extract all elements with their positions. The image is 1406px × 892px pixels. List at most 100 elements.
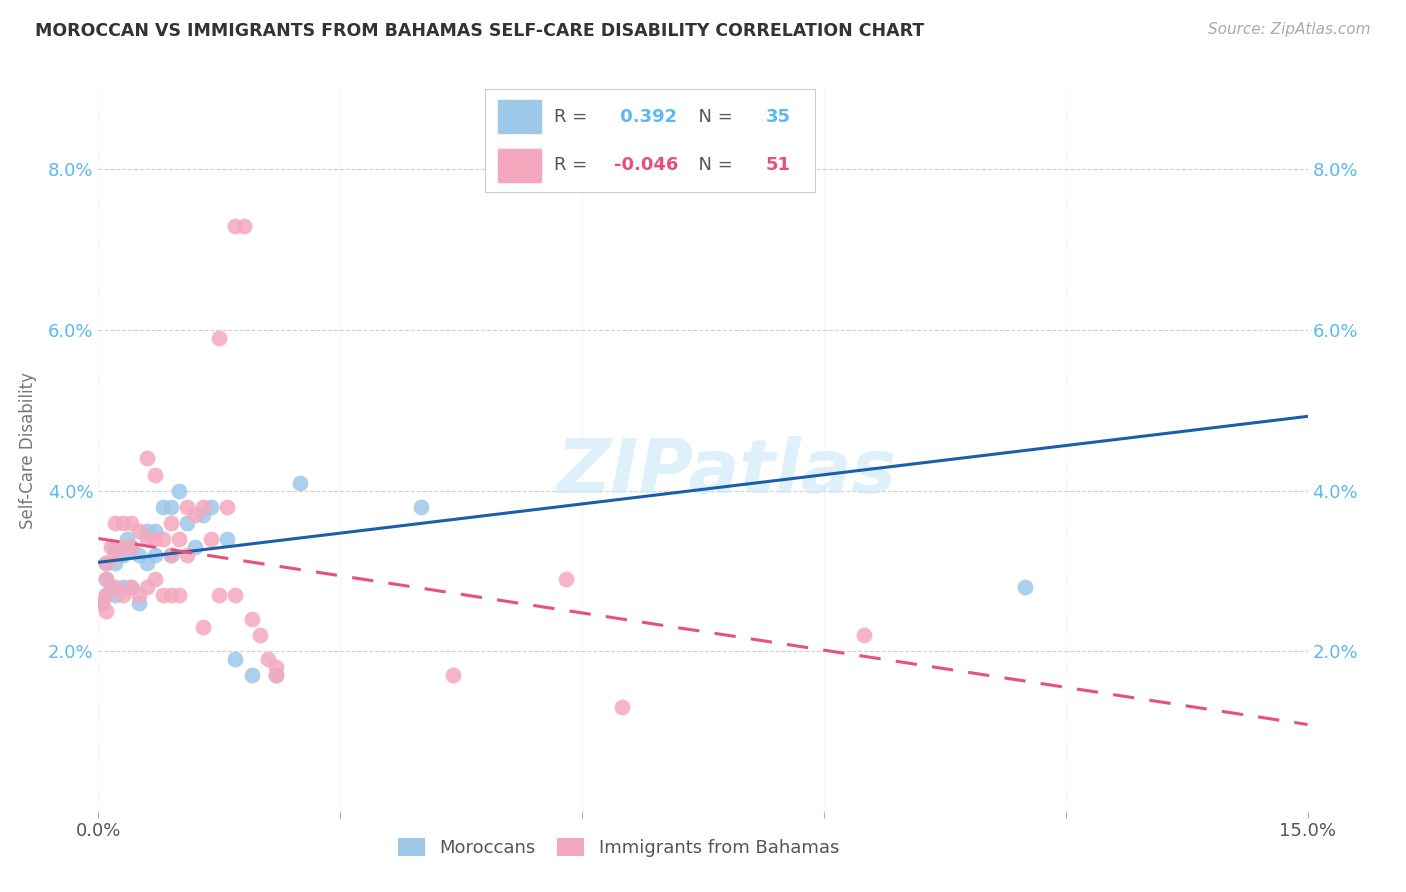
Point xyxy=(612,700,634,714)
Point xyxy=(143,524,166,538)
Point xyxy=(143,548,166,562)
Point xyxy=(120,540,142,554)
Point xyxy=(176,516,198,530)
Point xyxy=(264,668,287,682)
Point xyxy=(96,556,118,570)
Point xyxy=(193,620,215,634)
Point xyxy=(103,540,125,554)
Point xyxy=(91,596,114,610)
Point xyxy=(224,219,246,233)
Point xyxy=(264,668,287,682)
Point xyxy=(128,548,150,562)
Point xyxy=(160,588,183,602)
Point xyxy=(100,580,122,594)
Point xyxy=(160,500,183,514)
Point xyxy=(96,588,118,602)
Bar xyxy=(498,149,541,181)
Point xyxy=(96,572,118,586)
Point xyxy=(152,588,174,602)
Text: 35: 35 xyxy=(766,108,792,126)
Point xyxy=(224,652,246,666)
Point xyxy=(184,540,207,554)
Text: N =: N = xyxy=(686,156,738,174)
Point xyxy=(256,652,278,666)
Point xyxy=(103,556,125,570)
Point xyxy=(160,548,183,562)
Point xyxy=(232,219,254,233)
Point xyxy=(167,483,190,498)
Point xyxy=(167,532,190,546)
Point xyxy=(409,500,432,514)
Point xyxy=(103,580,125,594)
Y-axis label: Self-Care Disability: Self-Care Disability xyxy=(18,372,37,529)
Point xyxy=(152,532,174,546)
Text: 51: 51 xyxy=(766,156,792,174)
Point xyxy=(193,500,215,514)
Point xyxy=(96,588,118,602)
Point xyxy=(152,500,174,514)
Point xyxy=(200,500,222,514)
Text: R =: R = xyxy=(554,108,593,126)
Point xyxy=(96,604,118,618)
Text: MOROCCAN VS IMMIGRANTS FROM BAHAMAS SELF-CARE DISABILITY CORRELATION CHART: MOROCCAN VS IMMIGRANTS FROM BAHAMAS SELF… xyxy=(35,22,924,40)
Point xyxy=(441,668,464,682)
Text: -0.046: -0.046 xyxy=(614,156,678,174)
Point xyxy=(288,475,311,490)
Legend: Moroccans, Immigrants from Bahamas: Moroccans, Immigrants from Bahamas xyxy=(391,830,846,864)
Point xyxy=(240,668,263,682)
Point xyxy=(120,516,142,530)
Point xyxy=(160,548,183,562)
Point xyxy=(103,516,125,530)
Point xyxy=(176,500,198,514)
Point xyxy=(111,588,134,602)
Point xyxy=(200,532,222,546)
Text: N =: N = xyxy=(686,108,738,126)
Point xyxy=(249,628,271,642)
Point xyxy=(143,572,166,586)
Point xyxy=(555,572,578,586)
Point xyxy=(111,516,134,530)
Point xyxy=(135,532,157,546)
Point xyxy=(100,540,122,554)
Point xyxy=(167,588,190,602)
Point xyxy=(128,524,150,538)
Point xyxy=(135,524,157,538)
Point xyxy=(120,580,142,594)
Point xyxy=(193,508,215,522)
Point xyxy=(176,548,198,562)
Point xyxy=(103,548,125,562)
Point xyxy=(217,500,239,514)
Point xyxy=(217,532,239,546)
Text: Source: ZipAtlas.com: Source: ZipAtlas.com xyxy=(1208,22,1371,37)
Point xyxy=(96,572,118,586)
Text: ZIPatlas: ZIPatlas xyxy=(557,435,897,508)
Point xyxy=(264,660,287,674)
Point xyxy=(120,580,142,594)
Point xyxy=(128,596,150,610)
Point xyxy=(208,588,231,602)
Point xyxy=(240,612,263,626)
Bar xyxy=(498,101,541,133)
Point xyxy=(120,540,142,554)
Point xyxy=(853,628,876,642)
Text: R =: R = xyxy=(554,156,593,174)
Text: 0.392: 0.392 xyxy=(614,108,678,126)
Point xyxy=(135,451,157,466)
Point xyxy=(128,588,150,602)
Point xyxy=(111,548,134,562)
Point xyxy=(111,540,134,554)
Point xyxy=(143,532,166,546)
Point xyxy=(96,556,118,570)
Point xyxy=(135,580,157,594)
Point xyxy=(111,580,134,594)
Point xyxy=(160,516,183,530)
Point xyxy=(91,596,114,610)
Point xyxy=(143,467,166,482)
Point xyxy=(135,556,157,570)
Point xyxy=(184,508,207,522)
Point xyxy=(224,588,246,602)
Point xyxy=(208,331,231,345)
Point xyxy=(103,588,125,602)
Point xyxy=(1014,580,1036,594)
Point xyxy=(115,532,138,546)
